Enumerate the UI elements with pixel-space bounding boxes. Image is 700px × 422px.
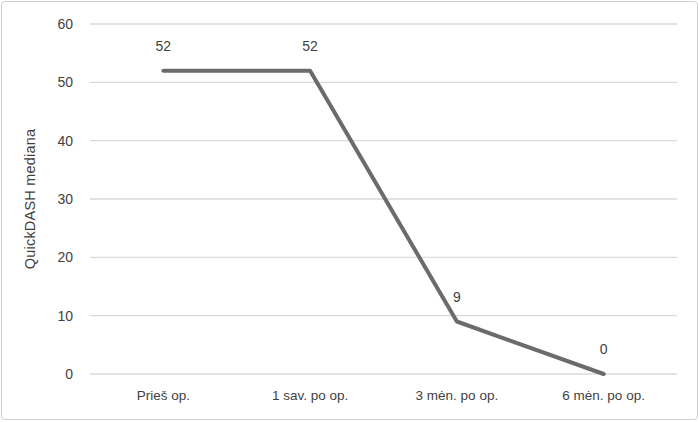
chart-window: QuickDASH mediana 0102030405060Prieš op.… [0,0,700,422]
x-category-label: 3 mėn. po op. [416,388,499,403]
y-tick-label: 60 [57,16,73,32]
y-tick-label: 40 [57,133,73,149]
x-category-label: 6 mėn. po op. [562,388,645,403]
x-category-label: Prieš op. [137,388,190,403]
y-tick-label: 30 [57,191,73,207]
chart-plot-area: 0 10 20 30 40 50 60 Prieš op. 1 sav. po op. 3 mėn… [2,2,700,422]
y-tick-label: 10 [57,308,73,324]
series-line [163,71,603,374]
quickdash-line-chart: QuickDASH mediana 0102030405060Prieš op.… [1,1,698,420]
data-label: 0 [600,341,608,357]
x-category-label: 1 sav. po op. [272,388,348,403]
y-tick-label: 50 [57,74,73,90]
y-tick-label: 0 [65,366,73,382]
data-label: 9 [453,289,461,305]
data-label: 52 [302,38,318,54]
y-tick-label: 20 [57,249,73,265]
data-label: 52 [156,38,172,54]
